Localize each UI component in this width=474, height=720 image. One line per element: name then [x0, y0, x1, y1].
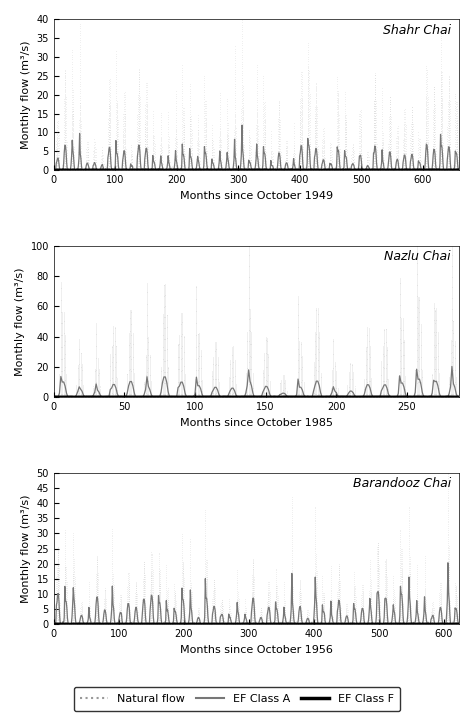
- X-axis label: Months since October 1949: Months since October 1949: [180, 191, 333, 201]
- Text: Nazlu Chai: Nazlu Chai: [384, 251, 451, 264]
- Y-axis label: Monthly flow (m³/s): Monthly flow (m³/s): [21, 495, 31, 603]
- X-axis label: Months since October 1956: Months since October 1956: [180, 644, 333, 654]
- Text: Shahr Chai: Shahr Chai: [383, 24, 451, 37]
- Legend: Natural flow, EF Class A, EF Class F: Natural flow, EF Class A, EF Class F: [73, 687, 401, 711]
- X-axis label: Months since October 1985: Months since October 1985: [180, 418, 333, 428]
- Text: Barandooz Chai: Barandooz Chai: [353, 477, 451, 490]
- Y-axis label: Monthly flow (m³/s): Monthly flow (m³/s): [15, 267, 25, 376]
- Y-axis label: Monthly flow (m³/s): Monthly flow (m³/s): [21, 40, 31, 149]
